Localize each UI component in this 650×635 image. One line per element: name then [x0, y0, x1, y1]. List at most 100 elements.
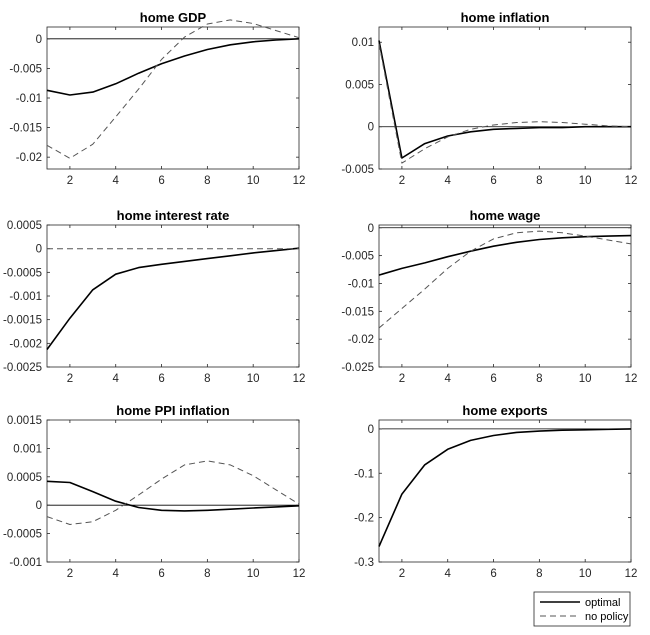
home-gdp-title: home GDP: [140, 10, 207, 25]
home-interest-rate-ytick-label: 0: [36, 244, 42, 256]
home-inflation-series-no-policy: [378, 43, 632, 164]
home-wage-title: home wage: [470, 208, 541, 223]
home-wage-xtick-label: 6: [490, 373, 496, 385]
home-interest-rate-xtick-label: 8: [204, 373, 210, 385]
home-interest-rate-ytick-label: -0.0015: [3, 315, 42, 327]
home-gdp-axes-box: [46, 26, 300, 170]
home-gdp-ytick-label: -0.015: [9, 123, 42, 135]
home-inflation-title: home inflation: [461, 10, 550, 25]
home-inflation-xtick-label: 8: [536, 175, 542, 187]
home-exports-series-optimal: [378, 428, 632, 547]
home-interest-rate-ytick-label: -0.002: [9, 338, 42, 350]
home-inflation-xtick-label: 4: [445, 175, 452, 187]
home-ppi-inflation-title: home PPI inflation: [116, 403, 229, 418]
home-gdp-series-no-policy: [46, 19, 300, 159]
home-wage-xtick-label: 12: [625, 373, 638, 385]
home-interest-rate-series-optimal: [46, 247, 300, 350]
home-inflation-xtick-label: 2: [399, 175, 405, 187]
home-interest-rate-xtick-label: 10: [247, 373, 260, 385]
home-inflation-axes-box: [378, 26, 632, 170]
home-exports-axes-box: [378, 419, 632, 563]
home-gdp-ytick-label: -0.01: [16, 93, 42, 105]
home-ppi-inflation-xtick-label: 4: [113, 568, 120, 580]
home-interest-rate-ytick-label: -0.001: [9, 291, 42, 303]
home-wage-ytick-label: -0.025: [341, 362, 374, 374]
home-inflation-xtick-label: 12: [625, 175, 638, 187]
home-gdp-xtick-label: 10: [247, 175, 260, 187]
home-wage-series-optimal: [378, 234, 632, 276]
home-exports-title: home exports: [462, 403, 547, 418]
home-gdp-xtick-label: 8: [204, 175, 210, 187]
home-wage-ytick-label: 0: [368, 223, 374, 235]
home-wage-ytick-label: -0.02: [348, 334, 374, 346]
home-interest-rate-ytick-label: -0.0005: [3, 267, 42, 279]
home-ppi-inflation-ytick-label: 0.0015: [7, 415, 42, 427]
home-wage-xtick-label: 2: [399, 373, 405, 385]
legend-box: [533, 591, 631, 627]
legend-label-optimal: optimal: [585, 597, 620, 609]
home-exports-ytick-label: -0.3: [354, 557, 374, 569]
home-wage-xtick-label: 10: [579, 373, 592, 385]
home-interest-rate-ytick-label: 0.0005: [7, 220, 42, 232]
home-ppi-inflation-xtick-label: 6: [158, 568, 164, 580]
home-inflation-xtick-label: 6: [490, 175, 496, 187]
home-ppi-inflation-xtick-label: 2: [67, 568, 73, 580]
panel-home-gdp: home GDP 2 4 6 8 10 12 0 -0.005 -0.01 -0.015 -0.02: [9, 10, 305, 187]
home-interest-rate-xtick-label: 2: [67, 373, 73, 385]
home-gdp-series-optimal: [46, 38, 300, 96]
home-exports-xtick-label: 8: [536, 568, 542, 580]
home-inflation-ytick-label: 0.01: [352, 37, 374, 49]
home-exports-ytick-label: 0: [368, 424, 374, 436]
home-wage-xtick-label: 4: [445, 373, 452, 385]
home-ppi-inflation-ytick-label: 0: [36, 500, 42, 512]
home-wage-ytick-label: -0.01: [348, 278, 374, 290]
home-interest-rate-ytick-label: -0.0025: [3, 362, 42, 374]
home-ppi-inflation-ytick-label: -0.0005: [3, 529, 42, 541]
home-wage-xtick-label: 8: [536, 373, 542, 385]
panel-home-exports: home exports 2 4 6 8 10 12 0 -0.1 -0.2 -0.3: [354, 403, 637, 580]
home-ppi-inflation-xtick-label: 10: [247, 568, 260, 580]
home-interest-rate-xtick-label: 6: [158, 373, 164, 385]
home-exports-xtick-label: 4: [445, 568, 452, 580]
home-exports-xtick-label: 2: [399, 568, 405, 580]
home-gdp-ytick-label: 0: [36, 34, 42, 46]
home-wage-axes-box: [378, 224, 632, 368]
home-gdp-ytick-label: -0.005: [9, 63, 42, 75]
home-ppi-inflation-ytick-label: 0.001: [13, 443, 42, 455]
home-exports-ytick-label: -0.1: [354, 468, 374, 480]
legend: optimal no policy: [533, 591, 631, 627]
home-inflation-ytick-label: -0.005: [341, 164, 374, 176]
home-interest-rate-xtick-label: 12: [293, 373, 306, 385]
home-gdp-xtick-label: 2: [67, 175, 73, 187]
home-interest-rate-xtick-label: 4: [113, 373, 120, 385]
home-ppi-inflation-ytick-label: -0.001: [9, 557, 42, 569]
home-inflation-xtick-label: 10: [579, 175, 592, 187]
home-gdp-xtick-label: 12: [293, 175, 306, 187]
home-gdp-xtick-label: 4: [113, 175, 120, 187]
home-ppi-inflation-axes-box: [46, 419, 300, 563]
home-ppi-inflation-series-optimal: [46, 480, 300, 512]
home-exports-xtick-label: 12: [625, 568, 638, 580]
panel-home-ppi-inflation: home PPI inflation 2 4 6 8 10 12 0.0015 0.001 0.0…: [3, 403, 305, 580]
home-inflation-ytick-label: 0.005: [345, 79, 374, 91]
home-inflation-ytick-label: 0: [368, 122, 374, 134]
panel-home-wage: home wage 2 4 6 8 10 12 0 -0.005 -0.01 -0.015 -0.02…: [341, 208, 637, 385]
home-gdp-xtick-label: 6: [158, 175, 164, 187]
home-interest-rate-title: home interest rate: [117, 208, 230, 223]
panel-home-inflation: home inflation 2 4 6 8 10 12 0.01 0.005 0 -0.005: [341, 10, 637, 187]
home-interest-rate-axes-box: [46, 224, 300, 368]
home-wage-ytick-label: -0.015: [341, 306, 374, 318]
home-wage-ytick-label: -0.005: [341, 251, 374, 263]
home-exports-xtick-label: 6: [490, 568, 496, 580]
home-exports-xtick-label: 10: [579, 568, 592, 580]
home-inflation-series-optimal: [378, 40, 631, 159]
home-wage-series-no-policy: [378, 230, 632, 329]
home-exports-ytick-label: -0.2: [354, 513, 374, 525]
home-ppi-inflation-series-no-policy: [46, 460, 300, 525]
home-gdp-ytick-label: -0.02: [16, 152, 42, 164]
panel-home-interest-rate: home interest rate 2 4 6 8 10 12 0.0005 0 -0.0005…: [3, 208, 305, 385]
home-ppi-inflation-ytick-label: 0.0005: [7, 472, 42, 484]
home-ppi-inflation-xtick-label: 12: [293, 568, 306, 580]
